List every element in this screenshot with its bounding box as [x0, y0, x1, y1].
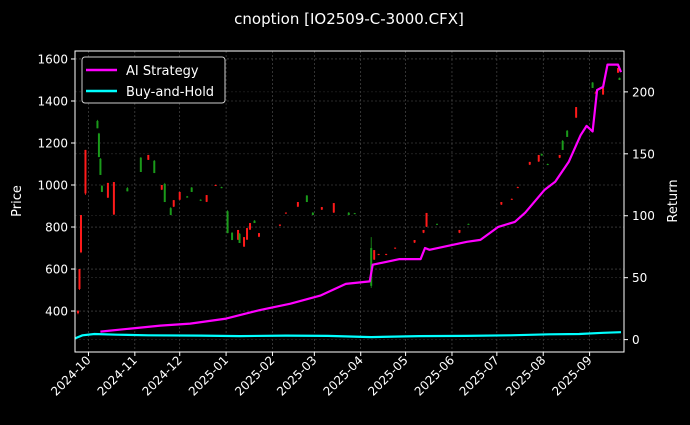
candles [76, 68, 621, 315]
y-axis-label-left: Price [10, 185, 25, 217]
y-tick-label-left: 600 [45, 263, 68, 277]
y-tick-label-left: 1200 [37, 137, 68, 151]
candle-body [84, 149, 87, 194]
legend-label-bh: Buy-and-Hold [126, 85, 214, 100]
candle-body [153, 160, 156, 174]
candle-body [467, 223, 470, 225]
candle-body [373, 250, 376, 260]
candle-body [311, 212, 314, 216]
candle-body [566, 130, 569, 137]
candle-body [78, 269, 81, 289]
candle-body [594, 92, 597, 94]
candle-body [246, 228, 249, 240]
candle-body [178, 191, 181, 200]
candle-body [253, 220, 256, 224]
legend-label-ai: AI Strategy [126, 64, 199, 79]
candle-body [296, 202, 299, 207]
candle-body [284, 212, 287, 214]
legend-box [81, 56, 226, 104]
candle-body [278, 224, 281, 226]
candle-body [237, 229, 240, 240]
candle-body [99, 158, 102, 175]
candle-body [510, 198, 513, 200]
candle-body [591, 82, 594, 88]
candle-body [602, 87, 605, 95]
candle-body [243, 237, 246, 247]
y-tick-label-left: 800 [45, 221, 68, 235]
candle-body [394, 247, 397, 249]
candle-body [79, 215, 82, 253]
candle-body [139, 157, 142, 172]
ai-strategy-line [100, 63, 623, 333]
candle-body [422, 229, 425, 233]
y-tick-label-left: 1000 [37, 179, 68, 193]
candle-body [257, 233, 260, 237]
candle-body [575, 107, 578, 118]
candle-body [516, 187, 519, 189]
y-tick-label-left: 1600 [37, 52, 68, 66]
candle-body [190, 187, 193, 192]
candle-body [238, 233, 241, 243]
y-tick-label-right: 50 [632, 271, 647, 285]
candle-body [106, 182, 109, 198]
candle-body [347, 212, 350, 216]
candle-body [561, 140, 564, 150]
y-tick-label-right: 0 [632, 333, 640, 347]
candle-body [436, 223, 439, 225]
y-tick-label-right: 200 [632, 85, 655, 99]
candle-body [385, 253, 388, 255]
candle-body [112, 182, 115, 215]
candle-body [458, 229, 461, 233]
y-tick-label-left: 400 [45, 305, 68, 319]
candle-body [540, 153, 543, 156]
candle-body [160, 185, 163, 190]
candle-body [500, 202, 503, 205]
chart-title: cnoption [IO2509-C-3000.CFX] [234, 10, 464, 28]
candle-body [249, 223, 252, 230]
candle-body [96, 120, 99, 129]
candle-body [413, 240, 416, 243]
candle-body [76, 311, 79, 314]
legend: AI Strategy Buy-and-Hold [81, 56, 226, 104]
candle-body [537, 154, 540, 162]
candle-body [172, 200, 175, 207]
series-lines [74, 63, 623, 340]
candle-body [169, 208, 172, 216]
y-axis-label-right: Return [666, 179, 681, 222]
candle-body [618, 77, 621, 80]
y-tick-label-right: 100 [632, 209, 655, 223]
candle-body [558, 154, 561, 158]
candle-body [126, 188, 129, 192]
y-tick-label-right: 150 [632, 147, 655, 161]
candle-body [186, 196, 189, 198]
candle-body [617, 68, 620, 73]
candle-body [332, 203, 335, 213]
candle-body [97, 133, 100, 158]
candle-body [214, 185, 217, 187]
candle-body [231, 232, 234, 241]
plot-frame [74, 50, 625, 353]
candle-body [320, 207, 323, 210]
candle-body [377, 253, 380, 255]
candle-body [305, 195, 308, 203]
candle-body [220, 187, 223, 189]
candle-body [546, 164, 549, 166]
grid [75, 51, 624, 352]
candle-body [205, 195, 208, 202]
candle-body [353, 213, 356, 215]
candle-body [100, 186, 103, 192]
candle-body [528, 161, 531, 165]
buy-and-hold-line [74, 331, 622, 340]
candle-body [199, 199, 202, 201]
candle-body [425, 212, 428, 227]
candle-body [147, 154, 150, 160]
candle-body [163, 183, 166, 203]
y-tick-label-left: 1400 [37, 94, 68, 108]
candle-body [226, 211, 229, 234]
